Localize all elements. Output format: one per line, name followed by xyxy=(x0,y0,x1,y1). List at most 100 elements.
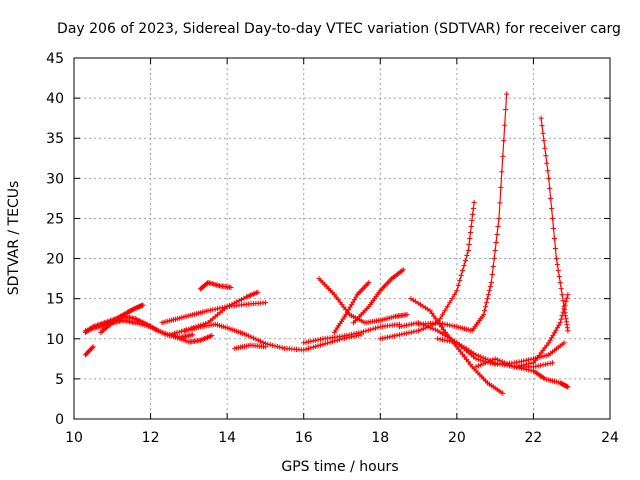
data-point xyxy=(437,321,443,327)
data-point xyxy=(482,360,489,366)
data-point xyxy=(464,252,470,259)
data-point xyxy=(327,339,333,345)
data-point xyxy=(320,341,326,347)
y-tick-label: 20 xyxy=(46,252,64,268)
data-point xyxy=(528,360,534,366)
data-point xyxy=(366,280,372,286)
data-point xyxy=(270,342,276,348)
data-point xyxy=(501,138,507,144)
data-point xyxy=(526,367,532,373)
data-point xyxy=(431,313,437,319)
data-point xyxy=(495,223,501,230)
data-point xyxy=(396,332,403,338)
data-point xyxy=(545,361,551,367)
series-line xyxy=(418,94,508,332)
data-point xyxy=(372,325,379,331)
data-point xyxy=(514,363,520,369)
data-point xyxy=(238,296,245,303)
data-point xyxy=(565,328,571,334)
data-point xyxy=(404,312,410,318)
data-point xyxy=(469,217,475,224)
series-arc15 xyxy=(415,91,510,334)
data-point xyxy=(310,344,316,350)
data-point xyxy=(539,123,545,129)
data-point xyxy=(174,330,180,336)
data-point xyxy=(370,326,376,332)
data-point xyxy=(322,341,328,347)
series-arc11 xyxy=(316,276,410,326)
data-point xyxy=(438,324,445,330)
data-point xyxy=(460,267,466,274)
y-tick-label: 30 xyxy=(46,171,64,187)
series-arc16 xyxy=(408,296,506,396)
data-point xyxy=(248,334,254,340)
y-tick-label: 40 xyxy=(46,91,64,107)
data-point xyxy=(447,300,453,306)
data-point xyxy=(429,310,435,317)
data-point xyxy=(387,334,393,340)
data-point xyxy=(511,364,517,370)
y-tick-label: 5 xyxy=(55,372,64,388)
data-point xyxy=(499,169,505,175)
data-point xyxy=(425,324,431,330)
data-point xyxy=(265,341,271,347)
data-point xyxy=(375,324,381,331)
data-point xyxy=(563,299,569,305)
data-point xyxy=(497,200,503,206)
data-point xyxy=(475,356,481,363)
data-point xyxy=(442,321,448,327)
data-point xyxy=(449,339,455,345)
data-point xyxy=(535,363,541,369)
data-point xyxy=(542,361,548,367)
data-point xyxy=(224,304,230,310)
data-point xyxy=(310,338,316,344)
data-point xyxy=(258,338,264,344)
data-point xyxy=(560,298,566,304)
data-point xyxy=(368,326,374,333)
data-point xyxy=(518,362,525,368)
data-point xyxy=(435,318,441,325)
data-point xyxy=(241,295,247,301)
series-arc2 xyxy=(82,344,96,358)
data-point xyxy=(558,316,564,322)
data-point xyxy=(433,316,439,322)
data-point xyxy=(315,343,321,349)
data-point xyxy=(439,321,446,327)
data-point xyxy=(454,288,460,294)
data-point xyxy=(465,247,471,254)
axes: 10 12 14 16 18 20 22 24 0 5 10 15 20 25 30 35 40 45 xyxy=(46,51,619,446)
data-point xyxy=(504,91,510,97)
data-point xyxy=(546,175,552,181)
data-point xyxy=(234,299,240,305)
data-point xyxy=(502,360,508,366)
data-point xyxy=(348,331,355,337)
data-point xyxy=(317,342,324,348)
chart-title: Day 206 of 2023, Sidereal Day-to-day VTE… xyxy=(57,21,621,37)
data-point xyxy=(176,329,182,335)
data-point xyxy=(313,343,319,350)
data-point xyxy=(308,345,314,351)
series-arc6 xyxy=(167,289,261,338)
y-axis-label: SDTVAR / TECUs xyxy=(6,181,22,296)
data-point xyxy=(470,205,476,212)
data-point xyxy=(462,257,469,264)
data-point xyxy=(246,333,252,339)
data-point xyxy=(565,292,571,298)
data-point xyxy=(483,300,490,306)
data-point xyxy=(516,363,522,369)
series-arc7 xyxy=(197,280,234,292)
data-point xyxy=(451,323,458,329)
series-arc5 xyxy=(159,300,269,326)
data-point xyxy=(451,339,458,345)
data-point xyxy=(471,199,477,205)
data-point xyxy=(565,384,571,390)
data-point xyxy=(497,358,503,364)
data-point xyxy=(418,327,424,333)
data-point xyxy=(339,333,345,339)
data-point xyxy=(461,262,467,269)
data-point xyxy=(482,304,489,310)
data-point xyxy=(473,364,479,370)
data-point xyxy=(485,359,491,365)
data-point xyxy=(528,367,534,373)
